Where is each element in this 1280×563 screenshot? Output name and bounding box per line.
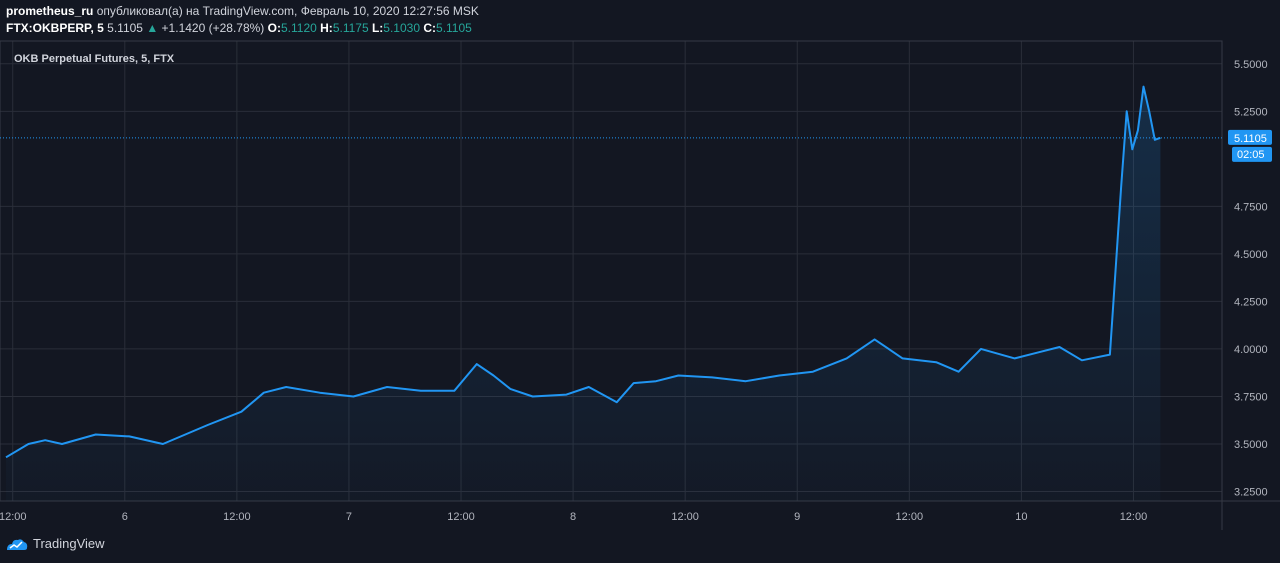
footer-brand-label: TradingView — [33, 536, 105, 551]
y-tick-label: 4.0000 — [1234, 344, 1268, 356]
y-tick-label: 3.7500 — [1234, 391, 1268, 403]
symbol-label[interactable]: FTX:OKBPERP, 5 — [6, 21, 104, 35]
x-tick-label: 12:00 — [896, 511, 924, 523]
header: prometheus_ru опубликовал(а) на TradingV… — [6, 3, 479, 37]
author-name[interactable]: prometheus_ru — [6, 4, 94, 18]
ohlc-close: C:5.1105 — [423, 21, 472, 35]
ohlc-open: O:5.1120 — [267, 21, 317, 35]
tradingview-logo-icon — [7, 538, 28, 550]
time-axis[interactable]: 12:00 6 12:00 7 12:00 8 12:00 9 12:00 10 12:00 — [0, 511, 1147, 523]
y-tick-label: 5.5000 — [1234, 59, 1268, 71]
change-value: +1.1420 (+28.78%) — [161, 21, 265, 35]
ohlc-high: H:5.1175 — [320, 21, 369, 35]
last-price-badge-text: 5.1105 — [1234, 133, 1267, 145]
publish-line: prometheus_ru опубликовал(а) на TradingV… — [6, 3, 479, 20]
y-tick-label: 3.5000 — [1234, 439, 1268, 451]
x-tick-label: 12:00 — [0, 511, 26, 523]
x-tick-label: 12:00 — [1120, 511, 1148, 523]
symbol-line: FTX:OKBPERP, 5 5.1105 ▲ +1.1420 (+28.78%… — [6, 20, 479, 37]
y-tick-label: 5.2500 — [1234, 106, 1268, 118]
x-tick-label: 12:00 — [447, 511, 475, 523]
x-tick-label: 12:00 — [223, 511, 251, 523]
y-tick-label: 4.2500 — [1234, 296, 1268, 308]
published-text: опубликовал(а) на TradingView.com, Февра… — [96, 4, 479, 18]
x-tick-label: 6 — [122, 511, 128, 523]
y-tick-label: 4.5000 — [1234, 249, 1268, 261]
y-tick-label: 4.7500 — [1234, 201, 1268, 213]
footer-brand[interactable]: TradingView — [6, 536, 105, 551]
change-up-icon: ▲ — [146, 21, 159, 35]
x-tick-label: 8 — [570, 511, 576, 523]
x-tick-label: 9 — [794, 511, 800, 523]
y-tick-label: 3.2500 — [1234, 486, 1268, 498]
price-chart[interactable]: 5.5000 5.2500 4.7500 4.5000 4.2500 4.0000 3.75… — [0, 0, 1280, 530]
last-price-badge: 5.1105 — [1228, 129, 1272, 145]
series-area — [6, 86, 1161, 501]
ohlc-low: L:5.1030 — [371, 21, 420, 35]
last-price: 5.1105 — [107, 21, 143, 35]
x-tick-label: 7 — [346, 511, 352, 523]
x-tick-label: 12:00 — [671, 511, 699, 523]
countdown-badge: 02:05 — [1232, 146, 1272, 162]
series-line[interactable] — [5, 85, 1161, 459]
x-tick-label: 10 — [1015, 511, 1027, 523]
chart-title: OKB Perpetual Futures, 5, FTX — [14, 53, 175, 65]
price-axis[interactable]: 5.5000 5.2500 4.7500 4.5000 4.2500 4.0000 3.75… — [1234, 59, 1268, 499]
countdown-text: 02:05 — [1237, 149, 1265, 161]
